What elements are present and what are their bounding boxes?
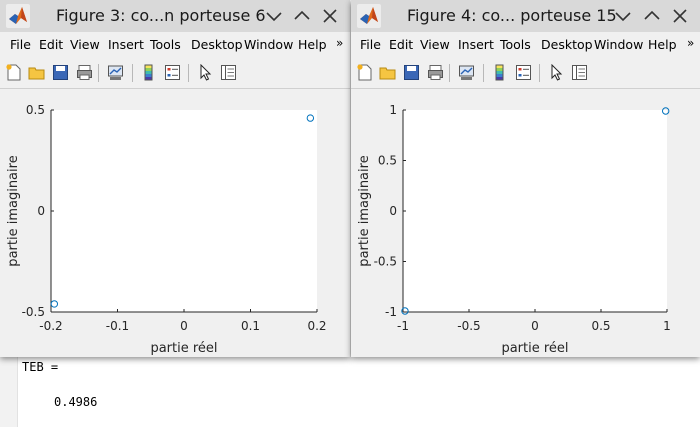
figure-toolbar	[351, 58, 700, 89]
chevron-up-icon[interactable]	[642, 6, 662, 26]
menu-help[interactable]: Help	[298, 37, 327, 52]
scatter-point[interactable]	[661, 107, 670, 115]
close-icon[interactable]	[670, 6, 690, 26]
chevron-down-icon[interactable]	[264, 6, 284, 26]
x-tick-label: 0.2	[307, 319, 326, 333]
menu-view[interactable]: View	[420, 37, 450, 52]
figure-toolbar	[0, 58, 350, 89]
scatter-point[interactable]	[306, 114, 315, 122]
window-title: Figure 3: co...n porteuse 6	[56, 6, 266, 25]
legend-icon[interactable]	[515, 64, 532, 81]
new-figure-icon[interactable]	[5, 64, 22, 81]
x-tick-label: -0.2	[39, 319, 62, 333]
scatter-point[interactable]	[401, 307, 409, 315]
scatter-plot[interactable]: -1 -0.5 0 0.5 1 -1 -0.5 0 0.5 1 partie réel partie …	[351, 89, 700, 357]
console-value-line: 0.4986	[54, 395, 98, 409]
print-icon[interactable]	[76, 64, 93, 81]
figure-window-3[interactable]: Figure 3: co...n porteuse 6 File Edit Vi…	[0, 0, 350, 357]
x-tick-label: -0.5	[457, 319, 480, 333]
toolbar-separator	[449, 64, 450, 82]
link-plot-icon[interactable]	[107, 64, 124, 81]
console-variable-line: TEB =	[22, 360, 59, 374]
select-arrow-icon[interactable]	[548, 64, 565, 81]
x-tick-label: 0.5	[591, 319, 610, 333]
title-bar[interactable]: Figure 3: co...n porteuse 6	[0, 0, 350, 32]
menu-edit[interactable]: Edit	[389, 37, 414, 52]
y-tick-label: -0.5	[374, 255, 397, 269]
chevron-up-icon[interactable]	[292, 6, 312, 26]
property-editor-icon[interactable]	[571, 64, 588, 81]
menu-overflow[interactable]: »	[336, 36, 344, 50]
figure-window-4[interactable]: Figure 4: co... porteuse 15 File Edit Vi…	[351, 0, 700, 357]
close-icon[interactable]	[320, 6, 340, 26]
y-tick-label: 0	[389, 204, 397, 218]
property-editor-icon[interactable]	[220, 64, 237, 81]
axes-background[interactable]	[403, 110, 667, 312]
toolbar-separator	[188, 64, 189, 82]
y-tick-label: 0	[37, 204, 45, 218]
menu-tools[interactable]: Tools	[150, 37, 181, 52]
menu-overflow[interactable]: »	[687, 36, 695, 50]
toolbar-separator	[539, 64, 540, 82]
menu-window[interactable]: Window	[594, 37, 644, 52]
menu-desktop[interactable]: Desktop	[191, 37, 243, 52]
save-icon[interactable]	[52, 64, 69, 81]
matlab-logo-icon	[357, 4, 381, 28]
print-icon[interactable]	[427, 64, 444, 81]
x-tick-label: 0	[180, 319, 188, 333]
y-tick-label: 0.5	[378, 154, 397, 168]
x-axis-label: partie réel	[501, 341, 568, 356]
x-tick-label: -0.1	[106, 319, 129, 333]
toolbar-separator	[98, 64, 99, 82]
x-tick-label: -1	[397, 319, 409, 333]
y-tick-label: 0.5	[26, 103, 45, 117]
scatter-plot[interactable]: -0.2 -0.1 0 0.1 0.2 -0.5 0 0.5 partie réel partie…	[0, 89, 350, 357]
menu-bar: File Edit View Insert Tools Desktop Wind…	[351, 33, 700, 57]
axes-background[interactable]	[51, 110, 317, 312]
title-bar[interactable]: Figure 4: co... porteuse 15	[351, 0, 700, 32]
x-tick-label: 1	[663, 319, 671, 333]
x-axis-label: partie réel	[150, 341, 217, 356]
colorbar-icon[interactable]	[140, 64, 157, 81]
y-tick-label: 1	[389, 103, 397, 117]
menu-tools[interactable]: Tools	[500, 37, 531, 52]
x-tick-label: 0.1	[241, 319, 260, 333]
toolbar-separator	[483, 64, 484, 82]
y-tick-label: -0.5	[22, 305, 45, 319]
menu-window[interactable]: Window	[244, 37, 294, 52]
menu-help[interactable]: Help	[648, 37, 677, 52]
menu-file[interactable]: File	[10, 37, 31, 52]
toolbar-separator	[132, 64, 133, 82]
menu-desktop[interactable]: Desktop	[541, 37, 593, 52]
select-arrow-icon[interactable]	[197, 64, 214, 81]
matlab-logo-icon	[6, 4, 30, 28]
link-plot-icon[interactable]	[458, 64, 475, 81]
scatter-point[interactable]	[50, 300, 59, 308]
new-figure-icon[interactable]	[356, 64, 373, 81]
menu-file[interactable]: File	[360, 37, 381, 52]
y-axis-label: partie imaginaire	[6, 155, 21, 266]
open-file-icon[interactable]	[379, 64, 396, 81]
y-tick-label: -1	[385, 305, 397, 319]
y-axis-label: partie imaginaire	[357, 155, 372, 266]
legend-icon[interactable]	[164, 64, 181, 81]
menu-bar: File Edit View Insert Tools Desktop Wind…	[0, 33, 350, 57]
menu-insert[interactable]: Insert	[458, 37, 494, 52]
open-file-icon[interactable]	[28, 64, 45, 81]
chevron-down-icon[interactable]	[613, 6, 633, 26]
colorbar-icon[interactable]	[491, 64, 508, 81]
window-title: Figure 4: co... porteuse 15	[407, 6, 617, 25]
save-icon[interactable]	[403, 64, 420, 81]
menu-view[interactable]: View	[70, 37, 100, 52]
x-tick-label: 0	[531, 319, 539, 333]
menu-edit[interactable]: Edit	[39, 37, 64, 52]
menu-insert[interactable]: Insert	[108, 37, 144, 52]
